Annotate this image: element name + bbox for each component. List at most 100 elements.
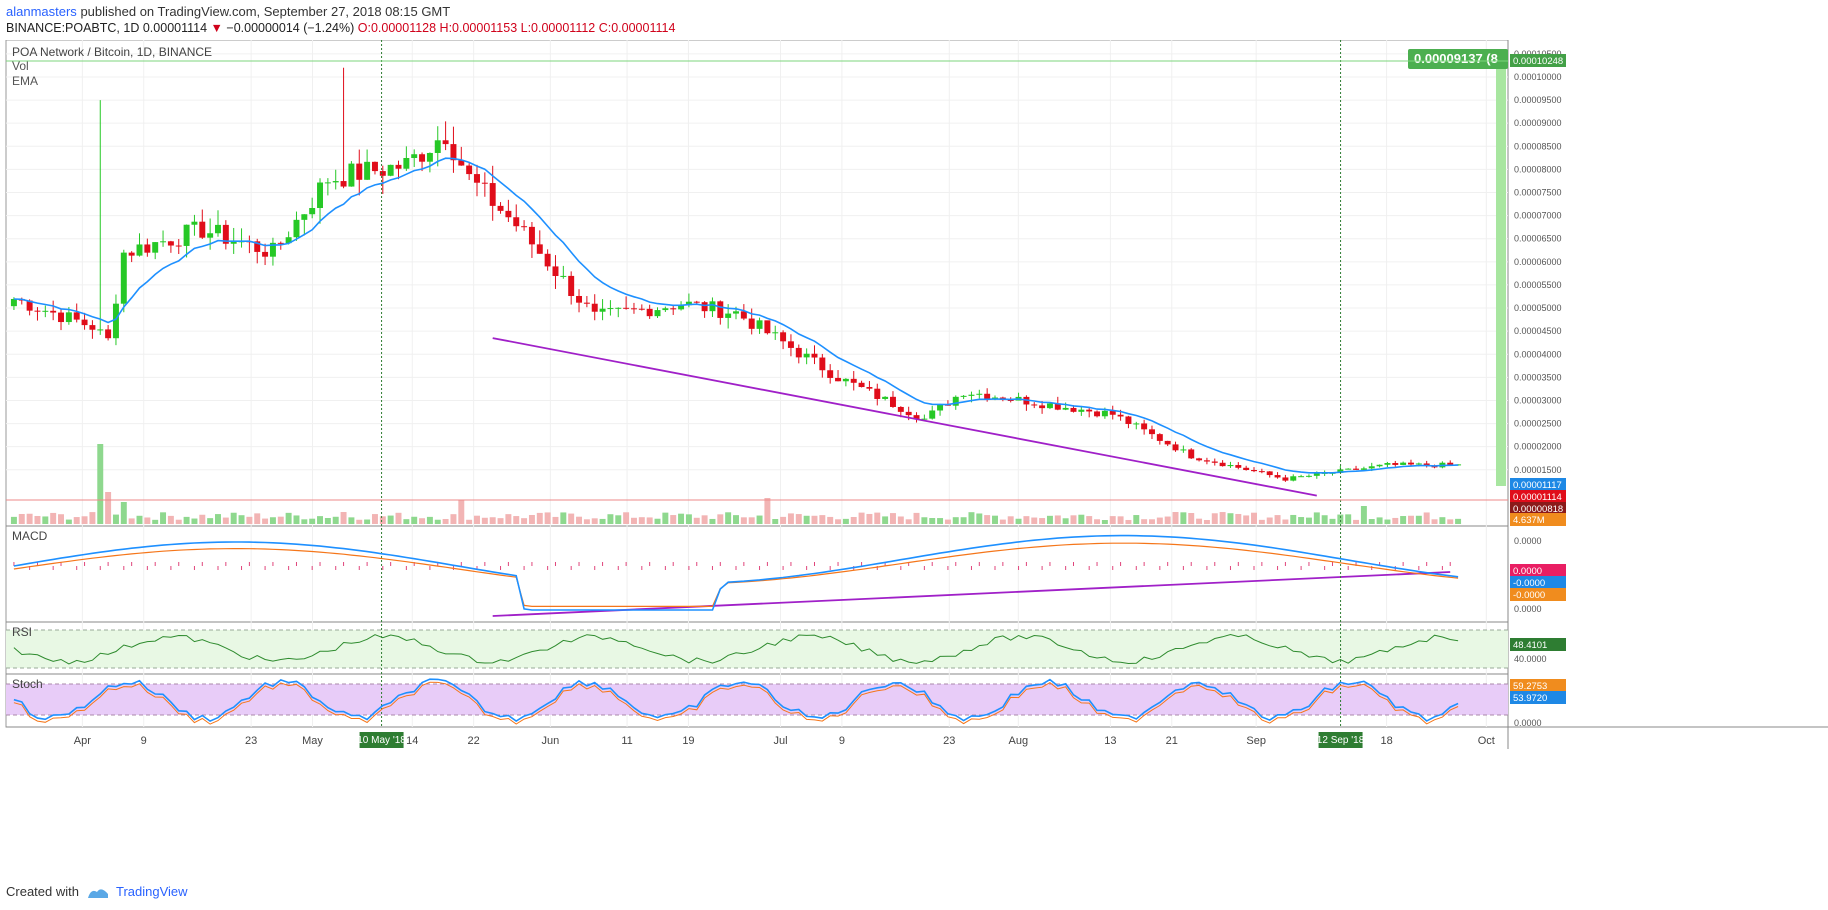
volume-bar (552, 516, 559, 524)
volume-bar (105, 492, 112, 524)
volume-bar (897, 516, 904, 524)
macd-line-label: -0.0000 (1513, 578, 1545, 589)
volume-bar (1133, 515, 1140, 524)
stoch-tick-label: 0.0000 (1514, 718, 1542, 728)
candle-body (152, 242, 159, 253)
close-price-label: 0.00001114 (1513, 492, 1562, 503)
time-tick-label: Aug (1009, 735, 1029, 747)
volume-bar (670, 515, 677, 524)
volume-bar (1400, 516, 1407, 524)
candle-body (222, 224, 229, 244)
volume-bar (254, 513, 261, 524)
volume-bar (968, 512, 975, 524)
candle-body (301, 214, 308, 220)
macd-tick-label: 0.0000 (1514, 536, 1542, 546)
price-tick-label: 0.00001500 (1514, 465, 1562, 475)
volume-bar (623, 512, 630, 524)
volume-bar (293, 515, 300, 524)
candle-body (285, 237, 292, 244)
candle-body (1235, 465, 1242, 468)
candle-body (583, 302, 590, 304)
close-price-label-badge (1510, 490, 1566, 503)
author-link[interactable]: alanmasters (6, 4, 77, 19)
candle-body (1086, 409, 1093, 412)
volume-bar (246, 516, 253, 524)
volume-bar (521, 518, 528, 524)
candle-body (858, 382, 865, 388)
candle-body (560, 275, 567, 277)
footer: Created with TradingView (6, 884, 188, 900)
created-with-text: Created with (6, 884, 79, 899)
candle-body (866, 387, 873, 389)
candle-body (1392, 463, 1399, 465)
stoch-k-line (13, 678, 1459, 723)
candle-body (913, 415, 920, 420)
date-marker-badge (359, 732, 404, 748)
candle-body (1290, 476, 1297, 481)
volume-bar (583, 519, 590, 524)
pane-title: Stoch (12, 677, 43, 691)
volume-bar (709, 518, 716, 524)
candle-body (340, 181, 347, 187)
volume-bar (1062, 518, 1069, 524)
volume-bar (693, 517, 700, 524)
candle-body (1007, 399, 1014, 401)
candle-body (356, 163, 363, 180)
volume-bar (450, 514, 457, 524)
candle-body (748, 318, 755, 329)
volume-bar (1109, 516, 1116, 524)
candle-body (882, 396, 889, 399)
volume-bar (458, 500, 465, 524)
macd-signal-label-badge (1510, 588, 1566, 601)
candle-body (1345, 468, 1352, 470)
legend-ema: EMA (12, 74, 38, 88)
volume-bar (371, 514, 378, 524)
volume-bar (497, 518, 504, 524)
axis-labels: 0.00010500 0.00010000 0.00009500 0.00009000… (6, 45, 1566, 748)
volume-bar (395, 512, 402, 524)
volume-bar (411, 516, 418, 524)
candle-body (207, 233, 214, 238)
candle-body (411, 154, 418, 158)
volume-bar (309, 518, 316, 524)
trading-chart[interactable]: 0.00010500 0.00010000 0.00009500 0.00009000… (0, 40, 1828, 860)
volume-bar (764, 498, 771, 524)
time-tick-label: Sep (1246, 735, 1266, 747)
volume-bar (489, 517, 496, 524)
candle-body (1313, 472, 1320, 476)
time-tick-label: May (302, 735, 323, 747)
volume-bar (725, 512, 732, 524)
time-tick-label: 19 (682, 735, 694, 747)
volume-bar (1274, 515, 1281, 524)
volume-bar (160, 512, 167, 524)
price-tick-label: 0.00006000 (1514, 257, 1562, 267)
volume-bar (615, 515, 622, 524)
candle-body (112, 303, 119, 339)
volume-bar (921, 517, 928, 524)
candle-body (199, 221, 206, 238)
volume-label: 4.637M (1513, 515, 1545, 526)
volume-bar (18, 513, 25, 524)
price-tick-label: 0.00007500 (1514, 188, 1562, 198)
candle-body (630, 308, 637, 310)
rsi-band (6, 630, 1508, 668)
volume-bar (1086, 516, 1093, 524)
volume-bar (238, 515, 245, 524)
volume-bar (1353, 519, 1360, 524)
indicator-lines (13, 40, 1459, 727)
volume-bar (73, 517, 80, 524)
candle-body (693, 301, 700, 303)
down-arrow-icon: ▼ (210, 21, 223, 35)
candle-body (269, 242, 276, 257)
candle-body (1054, 403, 1061, 410)
volume-bar (136, 515, 143, 524)
volume-bar (984, 515, 991, 524)
price-tick-label: 0.00008000 (1514, 164, 1562, 174)
volume-bar (544, 512, 551, 524)
volume-bar (1384, 519, 1391, 524)
candle-body (167, 241, 174, 246)
stoch-d-line (13, 681, 1459, 725)
volume-bar (50, 512, 57, 524)
tradingview-link[interactable]: TradingView (116, 884, 188, 899)
macd-signal-line (13, 542, 1459, 607)
